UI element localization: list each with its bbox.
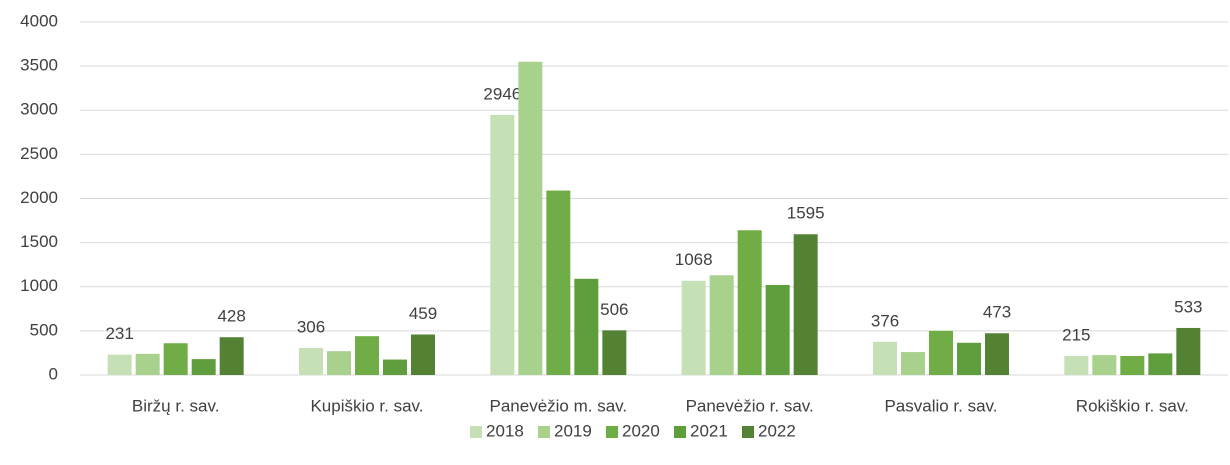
legend-label: 2020 [622,421,660,440]
bar [1176,327,1201,375]
data-label: 376 [871,311,899,330]
legend-swatch [606,426,618,438]
bar [737,230,762,375]
y-tick-label: 4000 [20,11,58,30]
x-tick-label: Panevėžio m. sav. [490,396,628,415]
y-tick-label: 2000 [20,188,58,207]
data-label: 428 [217,307,245,326]
bar [355,336,379,375]
data-label: 506 [600,300,628,319]
bar [163,343,188,375]
bar [546,190,571,375]
data-label: 2946 [483,84,521,103]
data-label: 533 [1174,297,1202,316]
x-tick-label: Panevėžio r. sav. [686,396,814,415]
y-tick-label: 3500 [20,56,58,75]
x-tick-label: Kupiškio r. sav. [310,396,423,415]
bar [1148,353,1173,375]
y-tick-label: 500 [30,320,58,339]
y-tick-label: 3000 [20,100,58,119]
legend-swatch [470,426,482,438]
y-tick-label: 2500 [20,144,58,163]
y-tick-label: 1500 [20,232,58,251]
bar [411,334,435,375]
legend-label: 2022 [758,421,796,440]
legend-swatch [538,426,550,438]
bar [490,115,515,375]
x-tick-label: Pasvalio r. sav. [884,396,997,415]
bar [383,359,407,375]
data-label: 215 [1062,326,1090,345]
bar [957,342,981,375]
data-label: 306 [297,317,325,336]
bar [929,330,953,375]
bar [1092,355,1117,375]
bar [574,278,599,375]
x-tick-label: Biržų r. sav. [132,396,220,415]
bar [191,359,216,375]
bar [602,330,627,375]
data-label: 473 [983,303,1011,322]
legend-label: 2019 [554,421,592,440]
legend-label: 2018 [486,421,524,440]
bar [299,347,323,375]
bar [765,284,790,375]
y-tick-label: 1000 [20,276,58,295]
bar [107,354,132,375]
legend-label: 2021 [690,421,728,440]
data-label: 459 [409,304,437,323]
bar [1120,356,1145,375]
bar [873,341,897,375]
bar [793,234,818,375]
bar [985,333,1009,375]
data-label: 1595 [787,204,825,223]
bar [681,280,706,375]
bar [1064,356,1089,375]
bar [518,61,543,376]
x-tick-label: Rokiškio r. sav. [1076,396,1189,415]
data-label: 231 [105,324,133,343]
bar [709,275,734,375]
data-label: 1068 [675,250,713,269]
bar [135,353,160,375]
legend-swatch [742,426,754,438]
bar [219,337,244,375]
bar [901,352,925,375]
bar [327,351,351,375]
y-tick-label: 0 [49,364,58,383]
legend-swatch [674,426,686,438]
